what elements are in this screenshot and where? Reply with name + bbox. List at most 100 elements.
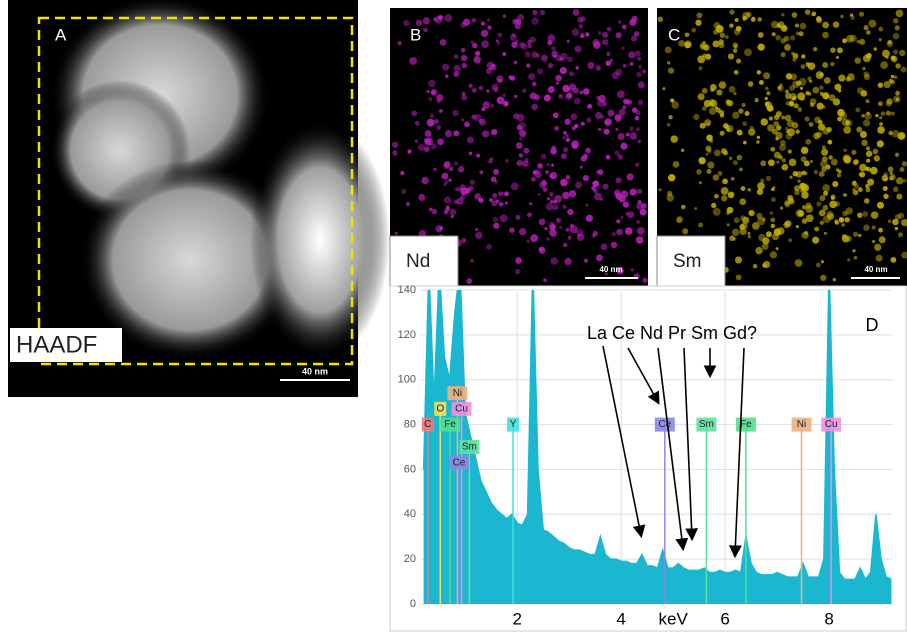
map-dot — [725, 35, 729, 39]
map-dot — [537, 68, 543, 75]
map-dot — [866, 111, 870, 116]
map-dot — [475, 50, 481, 57]
map-dot — [429, 207, 433, 212]
map-dot — [850, 15, 855, 20]
map-dot — [780, 12, 785, 17]
map-dot — [445, 205, 450, 209]
map-dot — [499, 214, 508, 223]
map-dot — [580, 121, 585, 126]
y-tick-label: 40 — [404, 508, 416, 520]
map-dot — [819, 220, 824, 225]
map-dot — [551, 145, 557, 151]
map-dot — [823, 77, 831, 84]
map-dot — [471, 114, 477, 120]
map-dot — [678, 39, 685, 47]
map-dot — [789, 175, 793, 179]
map-dot — [546, 162, 551, 167]
map-dot — [852, 249, 856, 253]
x-axis-label: keV — [658, 609, 688, 628]
map-dot — [865, 146, 870, 151]
map-dot — [637, 81, 645, 89]
map-dot — [575, 181, 583, 189]
map-dot — [629, 61, 634, 66]
map-dot — [761, 217, 766, 222]
element-label: Sm — [462, 442, 477, 453]
map-dot — [516, 124, 523, 131]
map-dot — [788, 198, 795, 205]
map-dot — [779, 206, 784, 210]
map-dot — [502, 51, 507, 56]
map-dot — [564, 118, 571, 125]
y-tick-label: 80 — [404, 418, 416, 430]
map-dot — [770, 223, 776, 229]
map-dot — [441, 172, 449, 180]
map-dot — [471, 87, 477, 93]
map-dot — [543, 94, 551, 102]
label-box — [656, 235, 726, 287]
map-dot — [680, 148, 685, 152]
map-dot — [827, 213, 835, 220]
map-dot — [490, 103, 495, 108]
map-dot — [801, 218, 808, 224]
map-dot — [805, 214, 814, 223]
map-dot — [526, 239, 530, 244]
map-dot — [769, 251, 778, 259]
map-dot — [769, 211, 774, 215]
map-dot — [662, 87, 666, 91]
map-dot — [734, 256, 743, 264]
map-dot — [785, 89, 789, 94]
map-dot — [738, 167, 743, 172]
map-dot — [830, 61, 835, 67]
map-dot — [625, 132, 630, 137]
map-dot — [560, 178, 568, 187]
map-dot — [699, 122, 706, 129]
map-dot — [721, 195, 728, 202]
map-dot — [614, 191, 620, 197]
map-dot — [634, 50, 641, 57]
map-dot — [701, 87, 708, 94]
map-dot — [856, 39, 861, 44]
map-dot — [830, 158, 838, 166]
map-dot — [822, 156, 828, 163]
label-box — [389, 235, 459, 287]
map-dot — [539, 9, 546, 16]
map-dot — [563, 130, 567, 135]
map-dot — [822, 31, 829, 39]
map-dot — [479, 170, 484, 175]
map-dot — [862, 211, 869, 218]
x-tick-label: 4 — [616, 609, 625, 628]
map-dot — [519, 41, 526, 48]
map-dot — [795, 171, 803, 178]
map-dot — [400, 170, 405, 176]
map-dot — [804, 116, 810, 122]
map-dot — [706, 169, 712, 174]
map-dot — [726, 223, 730, 227]
map-dot — [454, 161, 458, 166]
map-dot — [885, 110, 891, 116]
map-dot — [513, 113, 520, 120]
map-dot — [592, 180, 600, 188]
map-dot — [605, 60, 611, 67]
map-dot — [568, 71, 575, 77]
map-dot — [549, 200, 554, 204]
map-dot — [736, 129, 743, 136]
scale-label: 40 nm — [864, 265, 887, 274]
map-dot — [672, 161, 680, 168]
map-dot — [471, 17, 477, 23]
map-dot — [637, 200, 642, 204]
map-dot — [829, 200, 837, 209]
map-dot — [752, 222, 760, 230]
map-dot — [809, 79, 813, 83]
map-dot — [770, 197, 776, 203]
map-dot — [509, 75, 516, 81]
map-dot — [881, 174, 889, 182]
map-dot — [845, 76, 851, 82]
map-dot — [788, 101, 795, 107]
map-dot — [747, 231, 751, 235]
map-dot — [866, 158, 871, 163]
map-dot — [707, 161, 715, 169]
map-dot — [879, 122, 883, 126]
map-dot — [698, 181, 702, 185]
map-dot — [794, 23, 800, 28]
map-dot — [844, 217, 850, 223]
